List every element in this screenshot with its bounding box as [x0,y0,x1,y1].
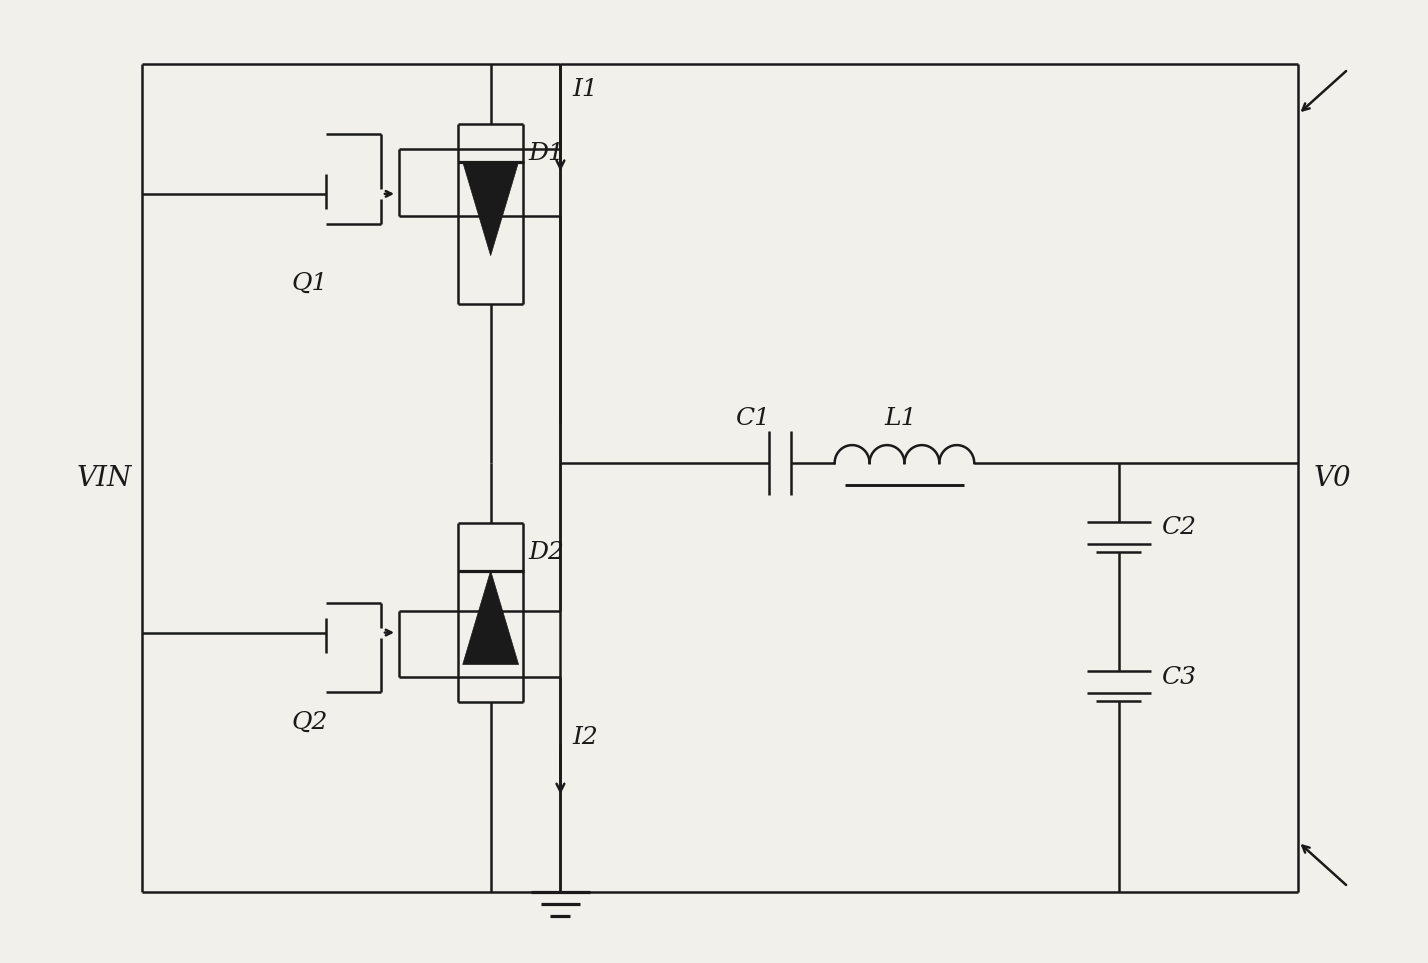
Text: Q2: Q2 [291,711,327,734]
Text: D1: D1 [528,143,564,166]
Text: C2: C2 [1161,516,1195,539]
Polygon shape [463,571,518,664]
Text: I1: I1 [573,78,598,101]
Text: D2: D2 [528,541,564,564]
Text: Q1: Q1 [291,273,327,295]
Text: C1: C1 [735,406,770,429]
Text: I2: I2 [573,726,598,749]
Polygon shape [463,162,518,255]
Text: VIN: VIN [77,464,131,491]
Text: L1: L1 [884,406,917,429]
Text: C3: C3 [1161,666,1195,689]
Text: V0: V0 [1314,464,1351,491]
